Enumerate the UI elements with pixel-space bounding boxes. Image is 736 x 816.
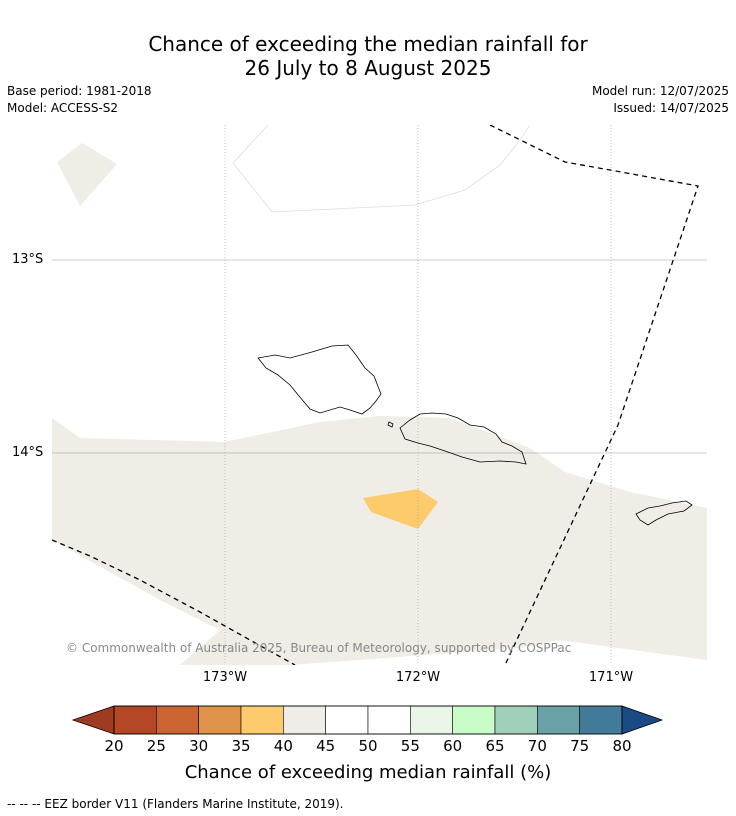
colorbar-cell — [198, 705, 242, 735]
savaii-island — [257, 344, 382, 415]
map-canvas — [52, 125, 707, 665]
colorbar-tick-label: 70 — [527, 737, 547, 755]
colorbar-cell — [156, 705, 199, 735]
colorbar-title: Chance of exceeding median rainfall (%) — [184, 762, 552, 783]
issued-text: Issued: 14/07/2025 — [613, 101, 729, 115]
lat-label-14s: 14°S — [12, 445, 44, 460]
colorbar-tick-label: 50 — [358, 737, 378, 755]
colorbar-tick-label: 65 — [485, 737, 505, 755]
chart-title-line2: 26 July to 8 August 2025 — [244, 56, 492, 80]
colorbar-cell — [240, 705, 284, 735]
lon-label-171w: 171°W — [588, 670, 634, 685]
colorbar-cell — [283, 705, 326, 735]
colorbar-over-arrow — [621, 705, 664, 735]
colorbar-tick-label: 55 — [400, 737, 420, 755]
eez-border-north — [489, 125, 699, 665]
colorbar-tick-label: 75 — [570, 737, 590, 755]
model-run-text: Model run: 12/07/2025 — [591, 84, 729, 98]
colorbar-frame — [113, 705, 623, 735]
colorbar-tick-label: 35 — [231, 737, 251, 755]
lat-label-13s: 13°S — [12, 252, 44, 267]
colorbar-cell — [113, 705, 157, 735]
colorbar-tick-label: 25 — [146, 737, 166, 755]
colorbar-cell — [325, 705, 369, 735]
category-35-40-region — [363, 489, 438, 529]
manono-islet — [387, 421, 394, 428]
meta-right: Model run: 12/07/2025 Issued: 14/07/2025 — [592, 83, 729, 117]
colorbar-cell — [452, 705, 496, 735]
colorbar-cell — [579, 705, 623, 735]
colorbar-cell — [367, 705, 411, 735]
gridlines — [52, 125, 707, 665]
colorbar-under-arrow — [71, 705, 115, 735]
colorbar-tick-label: 80 — [612, 737, 632, 755]
colorbar-tick-label: 20 — [104, 737, 124, 755]
meta-left: Base period: 1981-2018 Model: ACCESS-S2 — [7, 83, 152, 117]
model-text: Model: ACCESS-S2 — [7, 101, 119, 115]
colorbar-cell — [494, 705, 538, 735]
tutuila-island — [635, 500, 693, 526]
lon-label-172w: 172°W — [395, 670, 441, 685]
category-40-45-region — [52, 416, 707, 665]
chart-title-line1: Chance of exceeding the median rainfall … — [148, 32, 588, 56]
upolu-island — [399, 412, 527, 465]
category-40-45-patch — [57, 143, 117, 206]
colorbar-tick-label: 45 — [316, 737, 336, 755]
colorbar-tick-label: 30 — [189, 737, 209, 755]
colorbar-cells — [113, 705, 623, 735]
base-period-text: Base period: 1981-2018 — [7, 84, 152, 98]
eez-border-south — [52, 539, 296, 665]
colorbar-cell — [410, 705, 453, 735]
faint-contour — [232, 125, 531, 213]
colorbar-tick-label: 40 — [273, 737, 293, 755]
copyright-text: © Commonwealth of Australia 2025, Bureau… — [66, 641, 572, 655]
lon-label-173w: 173°W — [202, 670, 248, 685]
colorbar-cell — [537, 705, 580, 735]
eez-footnote: -- -- -- EEZ border V11 (Flanders Marine… — [7, 797, 344, 811]
colorbar-tick-label: 60 — [443, 737, 463, 755]
